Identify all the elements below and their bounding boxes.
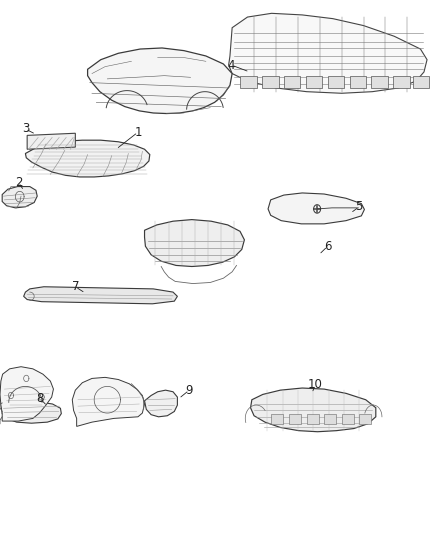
Polygon shape (72, 377, 145, 426)
Polygon shape (145, 220, 244, 266)
Polygon shape (2, 401, 61, 423)
Bar (262, 76, 279, 88)
Bar (342, 414, 354, 424)
Polygon shape (27, 133, 75, 149)
Text: 1: 1 (134, 126, 142, 139)
Polygon shape (25, 140, 150, 177)
Polygon shape (229, 13, 427, 93)
Polygon shape (0, 367, 53, 421)
Bar (289, 414, 301, 424)
Bar (359, 414, 371, 424)
Bar (324, 414, 336, 424)
Text: 2: 2 (14, 176, 22, 189)
Text: 5: 5 (356, 200, 363, 213)
Bar (306, 76, 322, 88)
Text: 6: 6 (324, 240, 332, 253)
Polygon shape (24, 287, 177, 304)
Text: 3: 3 (22, 123, 29, 135)
Bar (240, 76, 257, 88)
Text: 10: 10 (308, 378, 323, 391)
Polygon shape (2, 187, 37, 208)
Text: 7: 7 (71, 280, 79, 293)
Bar (413, 76, 429, 88)
Bar (307, 414, 319, 424)
Text: 9: 9 (185, 384, 193, 397)
Polygon shape (145, 390, 177, 417)
Polygon shape (268, 193, 364, 224)
Bar (371, 76, 388, 88)
Text: 4: 4 (227, 59, 235, 71)
Bar (393, 76, 410, 88)
Bar (284, 76, 300, 88)
Polygon shape (251, 388, 376, 432)
Bar (328, 76, 344, 88)
Text: 8: 8 (37, 392, 44, 405)
Bar (271, 414, 283, 424)
Bar (350, 76, 366, 88)
Polygon shape (88, 48, 232, 114)
